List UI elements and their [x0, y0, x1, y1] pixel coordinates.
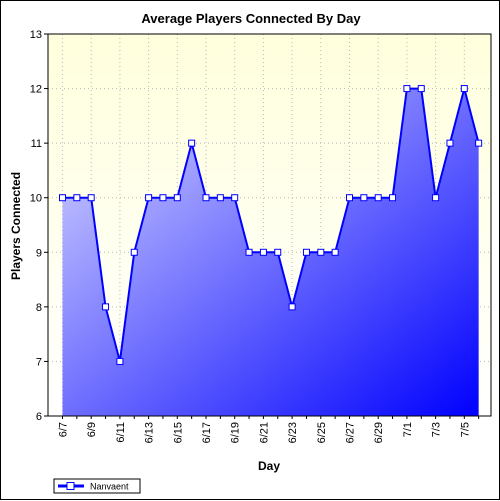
data-point-6-15 [173, 194, 181, 202]
plot-border [47, 33, 492, 417]
x-tick-label: 6/13 [144, 422, 156, 443]
y-tick-label: 12 [30, 84, 42, 96]
x-tick-label: 6/25 [316, 422, 328, 443]
data-point-6-30 [389, 194, 397, 202]
data-point-6-25 [317, 248, 325, 256]
y-tick-label: 10 [30, 193, 42, 205]
data-point-6-23 [288, 303, 296, 311]
data-point-6-9 [87, 194, 95, 202]
data-point-7-2 [417, 85, 425, 93]
x-tick-label: 6/27 [345, 422, 357, 443]
data-point-6-7 [59, 194, 66, 202]
y-tick-label: 7 [36, 356, 42, 368]
data-point-6-13 [145, 194, 153, 202]
data-point-7-4 [446, 139, 454, 147]
data-point-6-12 [130, 248, 138, 256]
x-tick-label: 6/11 [115, 422, 127, 443]
data-point-7-3 [432, 194, 440, 202]
legend-swatch-marker [66, 482, 75, 490]
data-point-6-27 [346, 194, 353, 202]
data-point-6-17 [202, 194, 210, 202]
data-point-6-20 [245, 248, 253, 256]
chart-title: Average Players Connected By Day [141, 11, 361, 26]
legend: Nanvaent [53, 478, 141, 494]
x-tick-label: 6/17 [201, 422, 213, 443]
x-tick-label: 6/29 [373, 422, 385, 443]
x-tick-label: 6/21 [258, 422, 270, 443]
data-point-6-28 [360, 194, 368, 202]
data-point-6-10 [102, 303, 110, 311]
data-point-6-18 [216, 194, 224, 202]
data-point-6-14 [159, 194, 167, 202]
data-point-6-11 [116, 357, 124, 365]
series-markers [59, 85, 483, 365]
data-point-6-8 [73, 194, 81, 202]
data-point-6-21 [259, 248, 267, 256]
y-axis-label: Players Connected [9, 172, 23, 280]
y-tick-label: 11 [31, 138, 42, 150]
x-tick-label: 7/5 [459, 422, 471, 437]
y-tick-label: 8 [36, 302, 42, 314]
x-tick-label: 7/3 [431, 422, 443, 437]
data-point-7-1 [403, 85, 411, 93]
data-point-6-22 [274, 248, 282, 256]
x-tick-label: 6/15 [172, 422, 184, 443]
x-tick-label: 6/23 [287, 422, 299, 443]
x-axis-label: Day [258, 459, 280, 473]
x-axis: 6/7 6/9 6/11 6/13 6/15 6/17 6/19 6/21 6/23 6/25 6/… [58, 416, 480, 443]
data-point-6-26 [331, 248, 339, 256]
legend-box [53, 478, 141, 494]
data-point-6-24 [302, 248, 310, 256]
data-point-6-19 [231, 194, 239, 202]
data-point-6-16 [188, 139, 196, 147]
x-tick-label: 6/19 [230, 422, 242, 443]
legend-label-nanvaent: Nanvaent [90, 482, 129, 492]
data-point-6-29 [374, 194, 382, 202]
data-point-7-6 [475, 139, 483, 147]
y-tick-label: 6 [36, 411, 42, 423]
data-point-7-5 [460, 85, 468, 93]
y-tick-label: 13 [30, 29, 42, 41]
y-tick-label: 9 [36, 247, 42, 259]
x-tick-label: 6/9 [86, 422, 98, 437]
x-tick-label: 7/1 [402, 422, 414, 437]
y-axis: 6 7 8 9 10 11 12 13 [30, 29, 48, 423]
x-tick-label: 6/7 [58, 422, 70, 437]
